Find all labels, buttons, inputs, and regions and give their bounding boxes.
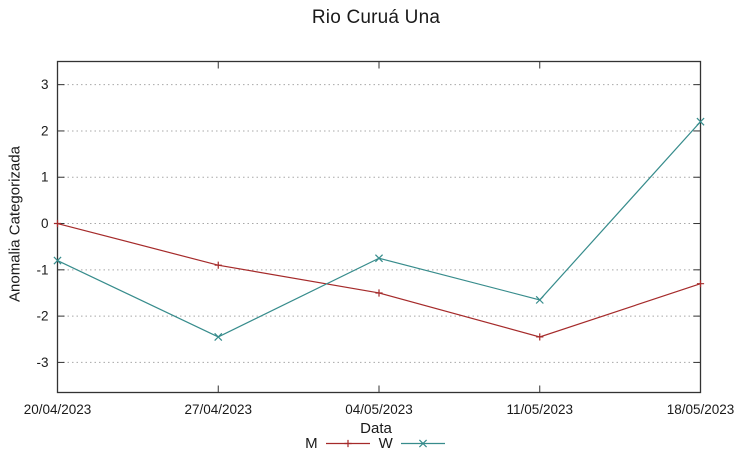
x-axis-label: Data: [360, 420, 392, 437]
data-point-marker: [696, 280, 705, 288]
data-point-marker: [214, 261, 222, 269]
x-tick-label: 18/05/2023: [667, 402, 735, 417]
legend-label-w: W: [378, 435, 393, 452]
x-tick-label: 11/05/2023: [506, 402, 573, 417]
legend-label-m: M: [305, 435, 318, 452]
data-point-marker: [344, 439, 352, 448]
plot-border: [56, 60, 702, 394]
data-point-marker: [696, 117, 705, 126]
x-tick-label: 20/04/2023: [24, 402, 92, 417]
y-tick-label: 0: [41, 216, 49, 231]
legend: M W: [0, 435, 752, 452]
legend-item-w: W: [379, 435, 447, 452]
x-tick-label: 27/04/2023: [184, 402, 252, 417]
x-tick-label: 04/05/2023: [345, 402, 413, 417]
data-point-marker: [53, 256, 62, 265]
y-tick-label: -3: [36, 355, 48, 370]
y-tick-label: 2: [41, 123, 49, 138]
series-M-line: [57, 222, 701, 338]
legend-item-m: M: [305, 435, 372, 452]
data-point-marker: [535, 295, 544, 304]
legend-line-m-icon: [325, 439, 370, 448]
data-point-marker: [214, 332, 223, 341]
data-point-marker: [375, 289, 383, 297]
y-tick-label: -1: [36, 262, 48, 277]
y-tick-label: 3: [41, 77, 49, 92]
data-point-marker: [374, 254, 384, 263]
series-W-line: [57, 121, 701, 338]
data-point-marker: [536, 333, 544, 341]
y-tick-label: -2: [36, 309, 48, 324]
legend-line-w-icon: [400, 439, 445, 448]
y-tick-label: 1: [41, 170, 49, 185]
chart-title: Rio Curuá Una: [311, 7, 441, 28]
data-point-marker: [53, 219, 62, 228]
data-point-marker: [418, 439, 427, 448]
